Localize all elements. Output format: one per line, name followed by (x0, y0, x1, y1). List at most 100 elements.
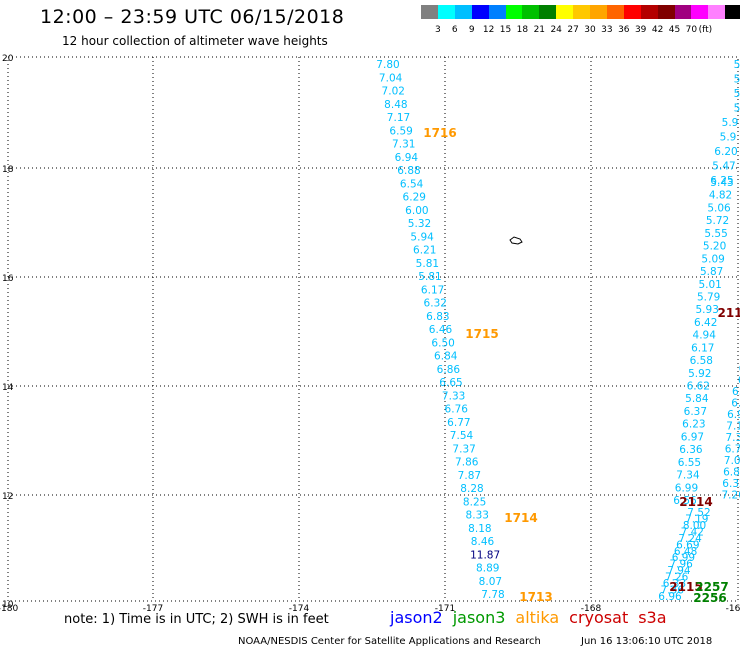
wave-height-value: 5.94 (410, 231, 434, 243)
wave-height-value: 5.43 (710, 177, 733, 189)
legend-swatch (725, 5, 740, 19)
wave-height-value: 6.29 (403, 192, 426, 204)
wave-height-value: 7.14 (726, 421, 740, 433)
legend-label: 18 (516, 25, 529, 35)
legend-label: 70 (685, 25, 698, 35)
wave-height-value: 6.95 (727, 409, 740, 421)
legend-unit: (ft) (698, 25, 713, 35)
wave-height-value: 4.94 (693, 330, 717, 342)
wave-height-value: 6.25 (710, 175, 733, 187)
wave-height-value: 6.54 (400, 178, 424, 190)
legend-label: 45 (668, 25, 681, 35)
legend-label: 30 (584, 25, 596, 35)
legend-label: 27 (567, 25, 579, 35)
wave-height-value: 7.52 (687, 507, 710, 519)
legend-swatch (539, 5, 557, 19)
legend-label: 6 (451, 25, 458, 35)
wave-height-value: 7.86 (455, 457, 479, 469)
satellite-label-jason2: jason2 (390, 608, 443, 627)
wave-height-value: 5 (734, 103, 740, 115)
wave-height-value: 6.32 (424, 298, 447, 310)
wave-height-value: 6.33 (663, 578, 686, 590)
legend-swatch (708, 5, 726, 19)
wave-height-value: 8.18 (468, 523, 491, 535)
wave-height-value: 8.07 (479, 576, 502, 588)
x-tick-label: -16 (726, 604, 740, 614)
pass-time-label: 211 (717, 306, 740, 320)
legend-swatch (590, 5, 607, 19)
legend-label: 24 (550, 25, 562, 35)
wave-height-value: 5.79 (697, 291, 720, 303)
satellite-label-jason3: jason3 (452, 608, 506, 627)
wave-height-value: 4.82 (709, 190, 732, 202)
legend-swatch (556, 5, 574, 19)
wave-height-value: 5 (734, 59, 740, 71)
pass-time-label: 1715 (465, 327, 498, 341)
y-tick-label: 14 (2, 383, 14, 393)
wave-height-value: 8.00 (683, 520, 706, 532)
pass-time-label: 2256 (693, 591, 726, 605)
x-tick-label: -168 (581, 604, 602, 614)
wave-height-value: 5.72 (706, 215, 729, 227)
wave-height-value: 5.84 (685, 393, 709, 405)
wave-height-value: 7.04 (379, 72, 403, 84)
wave-height-value: 6.94 (395, 152, 419, 164)
legend-swatch (505, 5, 523, 19)
wave-height-value: 6.17 (691, 342, 714, 354)
satellite-track-right: 5.434.825.065.725.555.205.095.875.015.79… (658, 177, 733, 603)
wave-height-value: 6.86 (437, 364, 461, 376)
wave-height-value: 5.55 (704, 228, 727, 240)
wave-height-value: 7.36 (726, 432, 740, 444)
wave-height-value: 7.17 (387, 112, 410, 124)
pass-time-label: 1716 (423, 126, 456, 140)
wave-height-value: 6 (738, 375, 740, 387)
legend-swatch (674, 5, 692, 19)
wave-height-value: 5.06 (707, 202, 731, 214)
wave-height-value: 5.20 (703, 241, 726, 253)
wave-height-value: 6.7 (731, 398, 740, 410)
wave-height-value: 7.96 (669, 559, 693, 571)
wave-height-value: 8.28 (460, 483, 483, 495)
y-tick-label: 12 (2, 492, 13, 502)
wave-height-value: 6.20 (714, 146, 737, 158)
wave-height-value: 6.59 (389, 125, 412, 137)
x-tick-label: -177 (143, 604, 163, 614)
pass-time-label: 2114 (679, 495, 712, 509)
wave-height-value: 6.36 (679, 444, 703, 456)
wave-height-value: 5.9 (722, 117, 739, 129)
wave-height-value: 8.33 (466, 510, 489, 522)
legend-swatch (573, 5, 591, 19)
wave-height-value: 7.24 (678, 533, 702, 545)
wave-height-value: 5.47 (712, 161, 735, 173)
legend-label: 21 (533, 25, 546, 35)
satellite-track-left: 7.807.04 7.028.487.176.59 7.316.946.886.54… (376, 59, 504, 601)
wave-height-value: 11.87 (470, 549, 500, 561)
legend-swatch (640, 5, 658, 19)
wave-height-value: 6.8 (732, 386, 740, 398)
wave-height-value: 6.17 (421, 284, 444, 296)
wave-height-value: 7.09 (724, 455, 740, 467)
wave-height-value: 8.25 (463, 496, 486, 508)
wave-height-value: 7.26 (665, 572, 689, 584)
wave-height-value: 6.75 (725, 444, 740, 456)
footnote: note: 1) Time is in UTC; 2) SWH is in fe… (64, 612, 329, 627)
legend-label: 15 (499, 25, 512, 35)
wave-height-value: 5.87 (700, 266, 723, 278)
legend-swatch (488, 5, 506, 19)
legend-swatch (606, 5, 624, 19)
wave-height-value: 7.19 (685, 513, 708, 525)
legend-swatch (522, 5, 540, 19)
wave-height-value: 6.00 (405, 205, 428, 217)
satellite-label-altika: altika (515, 608, 560, 627)
wave-height-value: 5.32 (408, 218, 431, 230)
legend-label: 12 (482, 25, 495, 35)
y-tick-label: 16 (2, 274, 14, 284)
wave-height-value: 6.37 (684, 406, 707, 418)
wave-height-value: 8.46 (471, 536, 495, 548)
wave-height-value: 6.42 (694, 317, 717, 329)
pass-time-label: 1713 (519, 590, 552, 604)
satellite-label-cryosat: cryosat (569, 608, 629, 627)
legend-swatch (421, 5, 438, 19)
wave-height-value: 6.77 (447, 417, 470, 429)
wave-height-value: 6.32 (722, 478, 740, 490)
